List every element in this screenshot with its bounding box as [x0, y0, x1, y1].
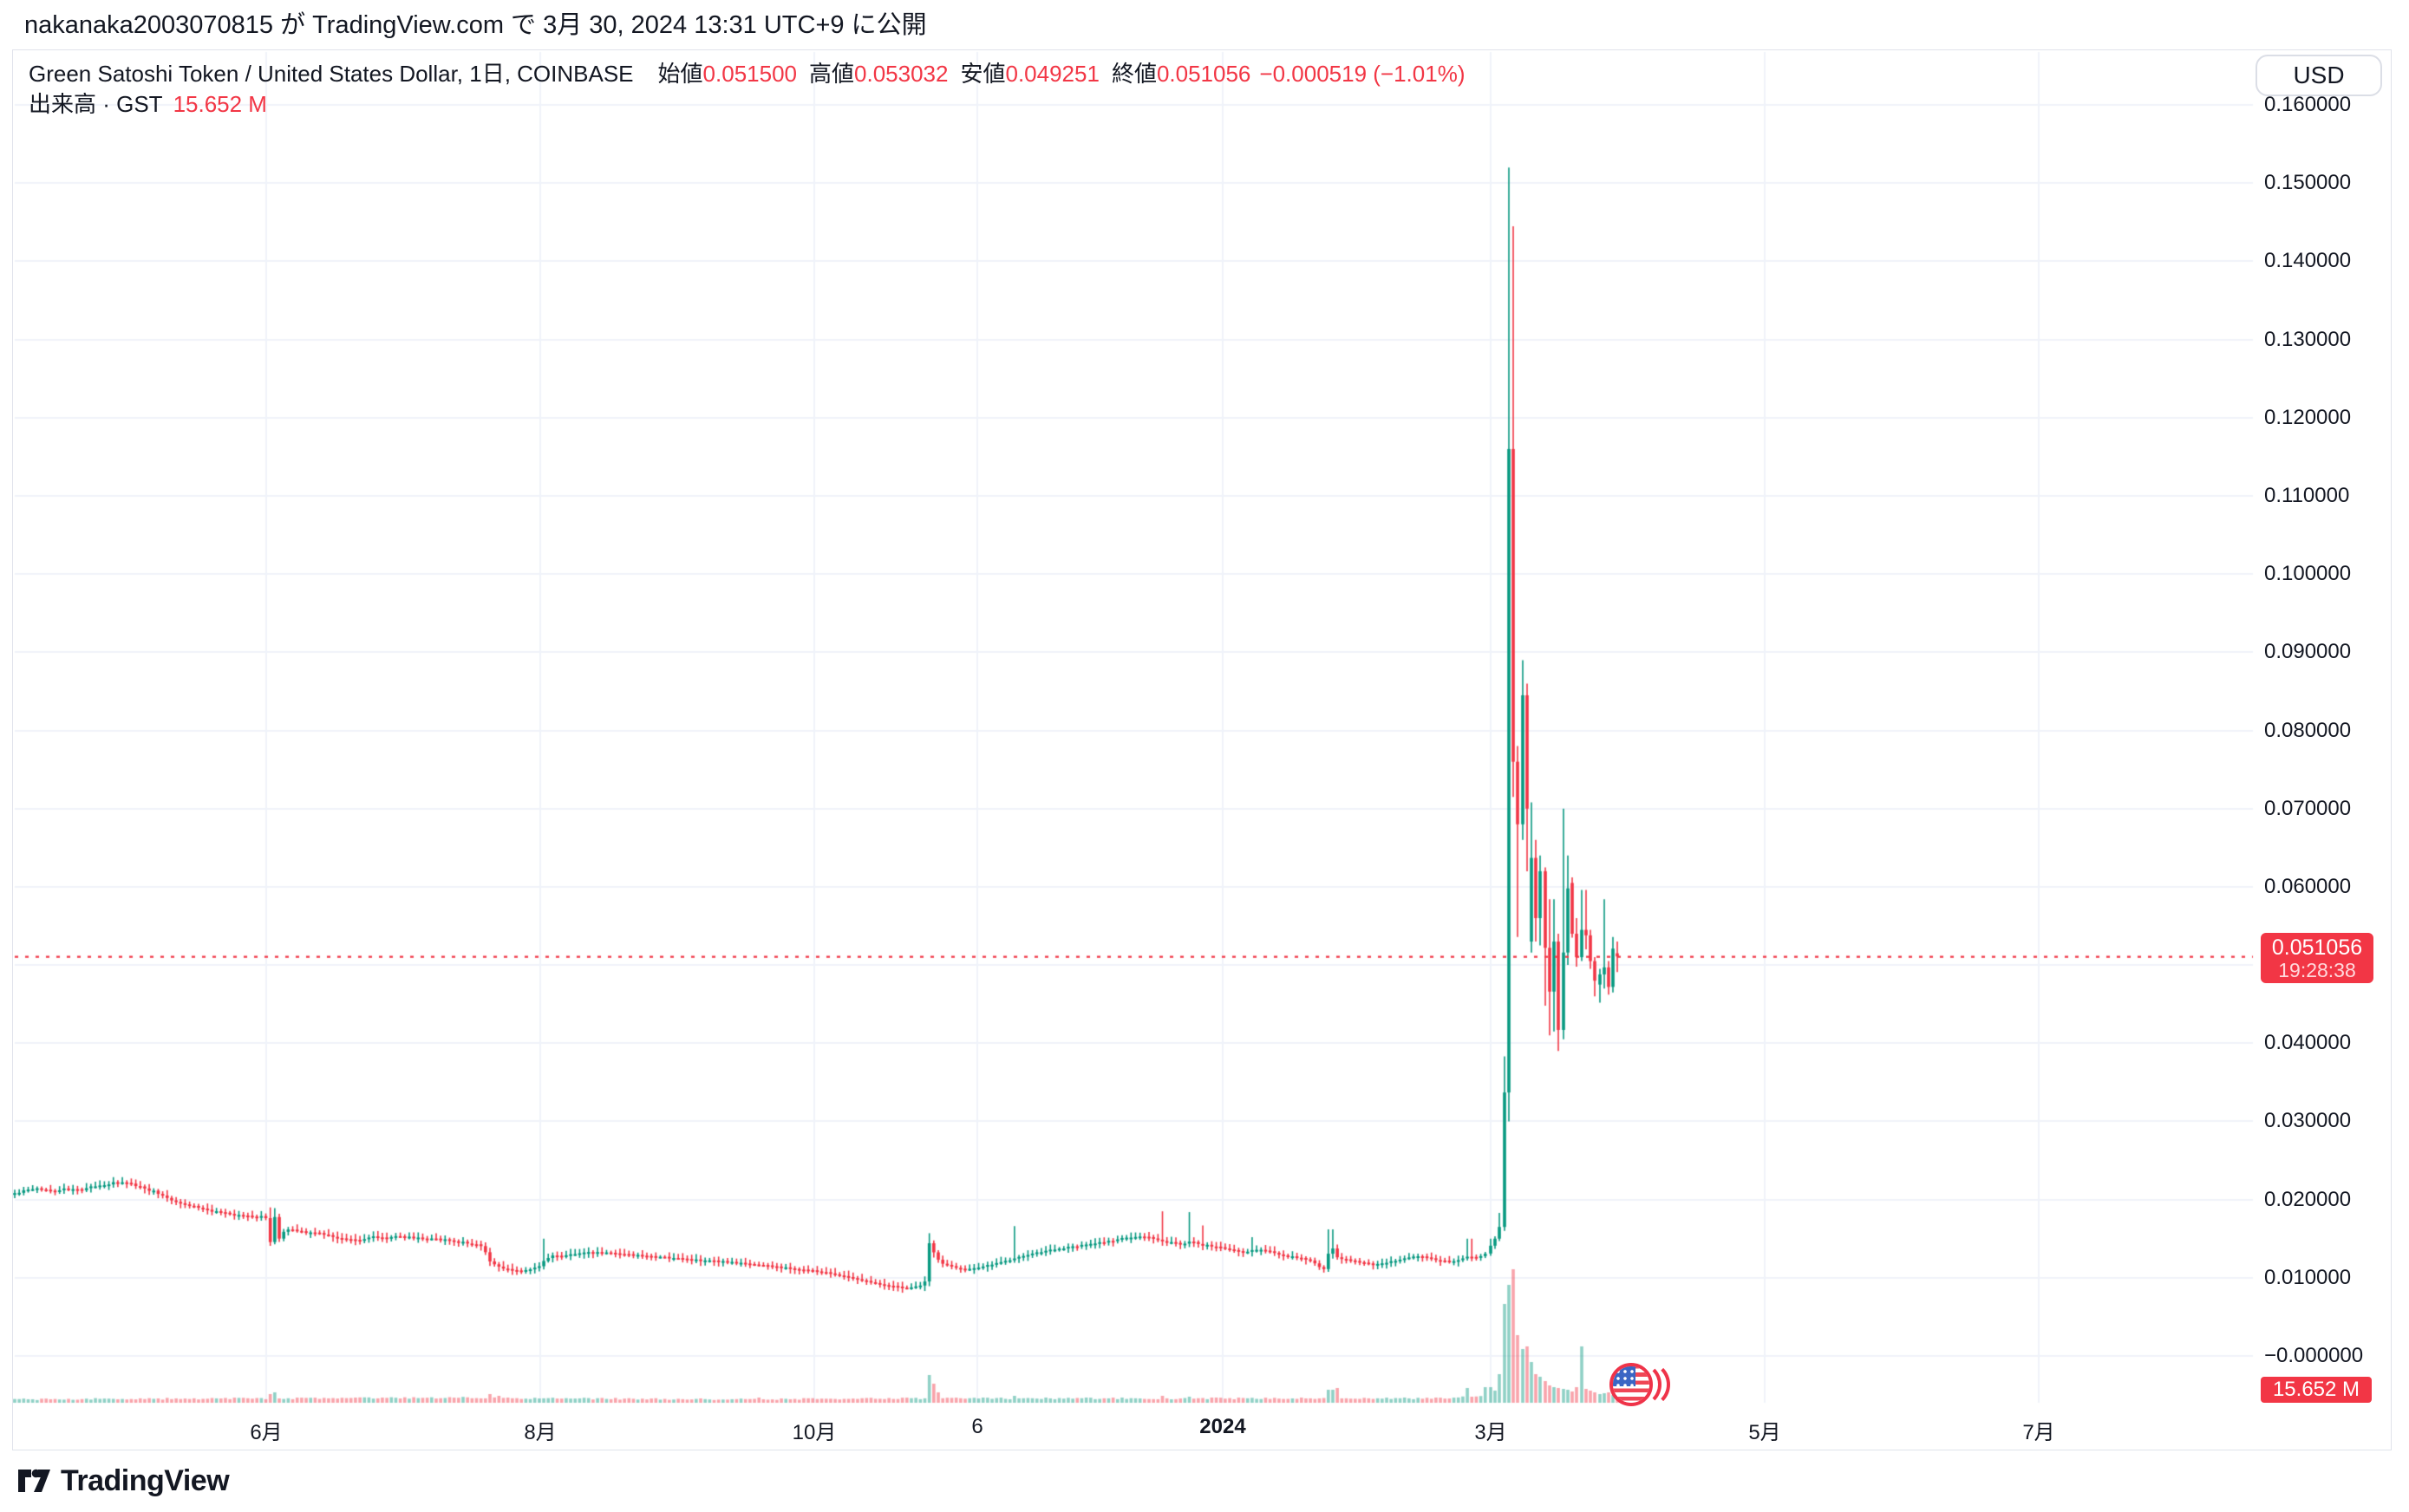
volume-value: 15.652 M [173, 91, 267, 117]
publish-info: nakanaka2003070815 が TradingView.com で 3… [24, 11, 927, 39]
low-value: 0.049251 [1005, 61, 1100, 87]
coin-spin-arc-icon [1623, 1361, 1670, 1408]
open-label: 始値 [657, 61, 703, 87]
price-axis-label: 0.010000 [2264, 1265, 2355, 1290]
price-axis-label: 0.150000 [2264, 171, 2355, 196]
tradingview-footer-link[interactable]: TradingView [17, 1462, 230, 1500]
high-value: 0.053032 [854, 61, 949, 87]
price-axis-label: 0.130000 [2264, 327, 2355, 352]
close-label: 終値 [1111, 61, 1157, 87]
legend-row-volume: 出来高 · GST 15.652 M [29, 89, 1465, 120]
symbol-title[interactable]: Green Satoshi Token / United States Doll… [29, 61, 634, 87]
tradingview-wordmark: TradingView [61, 1463, 230, 1497]
low-label: 安値 [960, 61, 1006, 87]
price-axis-label: 0.020000 [2264, 1187, 2355, 1212]
price-axis-label: 0.060000 [2264, 874, 2355, 899]
time-axis-label: 10月 [792, 1421, 837, 1444]
currency-button[interactable]: USD [2256, 55, 2382, 96]
last-price-value: 0.051056 [2271, 935, 2363, 960]
open-value: 0.051500 [702, 61, 797, 87]
volume-value-tag: 15.652 M [2261, 1377, 2372, 1403]
price-axis-label: 0.140000 [2264, 249, 2355, 274]
time-axis-label: 8月 [524, 1421, 557, 1444]
volume-label: 出来高 · GST [29, 91, 163, 117]
bar-countdown: 19:28:38 [2278, 959, 2356, 981]
chart-legend: Green Satoshi Token / United States Doll… [29, 59, 1465, 120]
price-axis-label: 0.160000 [2264, 93, 2355, 118]
us-flag-icon [1609, 1363, 1653, 1406]
high-label: 高値 [809, 61, 855, 87]
time-axis-label: 3月 [1474, 1421, 1507, 1444]
usd-coin-icon [1609, 1361, 1675, 1408]
price-axis-label: 0.070000 [2264, 796, 2355, 821]
last-price-tag: 0.051056 19:28:38 [2261, 933, 2373, 983]
tradingview-logo-icon [18, 1469, 50, 1492]
price-axis-label: 0.110000 [2264, 484, 2354, 509]
close-value: 0.051056 [1156, 61, 1251, 87]
time-axis-label: 6 [971, 1415, 983, 1438]
time-axis-label: 7月 [2022, 1421, 2055, 1444]
price-axis-label: 0.120000 [2264, 405, 2355, 430]
price-chart-canvas[interactable] [13, 50, 2391, 1450]
price-axis-label: 0.040000 [2264, 1031, 2355, 1056]
time-axis-label: 2024 [1199, 1415, 1246, 1438]
price-axis-label: 0.090000 [2264, 640, 2355, 665]
price-axis-label: 0.080000 [2264, 718, 2355, 743]
chart-frame: Green Satoshi Token / United States Doll… [12, 49, 2392, 1450]
price-axis-label: 0.100000 [2264, 562, 2355, 587]
price-axis-label: 0.030000 [2264, 1109, 2355, 1134]
us-flag-canton [1613, 1366, 1635, 1386]
price-axis-label: −0.000000 [2264, 1344, 2367, 1368]
change-value: −0.000519 (−1.01%) [1259, 61, 1466, 87]
coin-spin-arc-icon [1616, 1362, 1661, 1407]
time-axis-label: 5月 [1748, 1421, 1781, 1444]
legend-row-symbol: Green Satoshi Token / United States Doll… [29, 59, 1465, 89]
time-axis-label: 6月 [250, 1421, 283, 1444]
